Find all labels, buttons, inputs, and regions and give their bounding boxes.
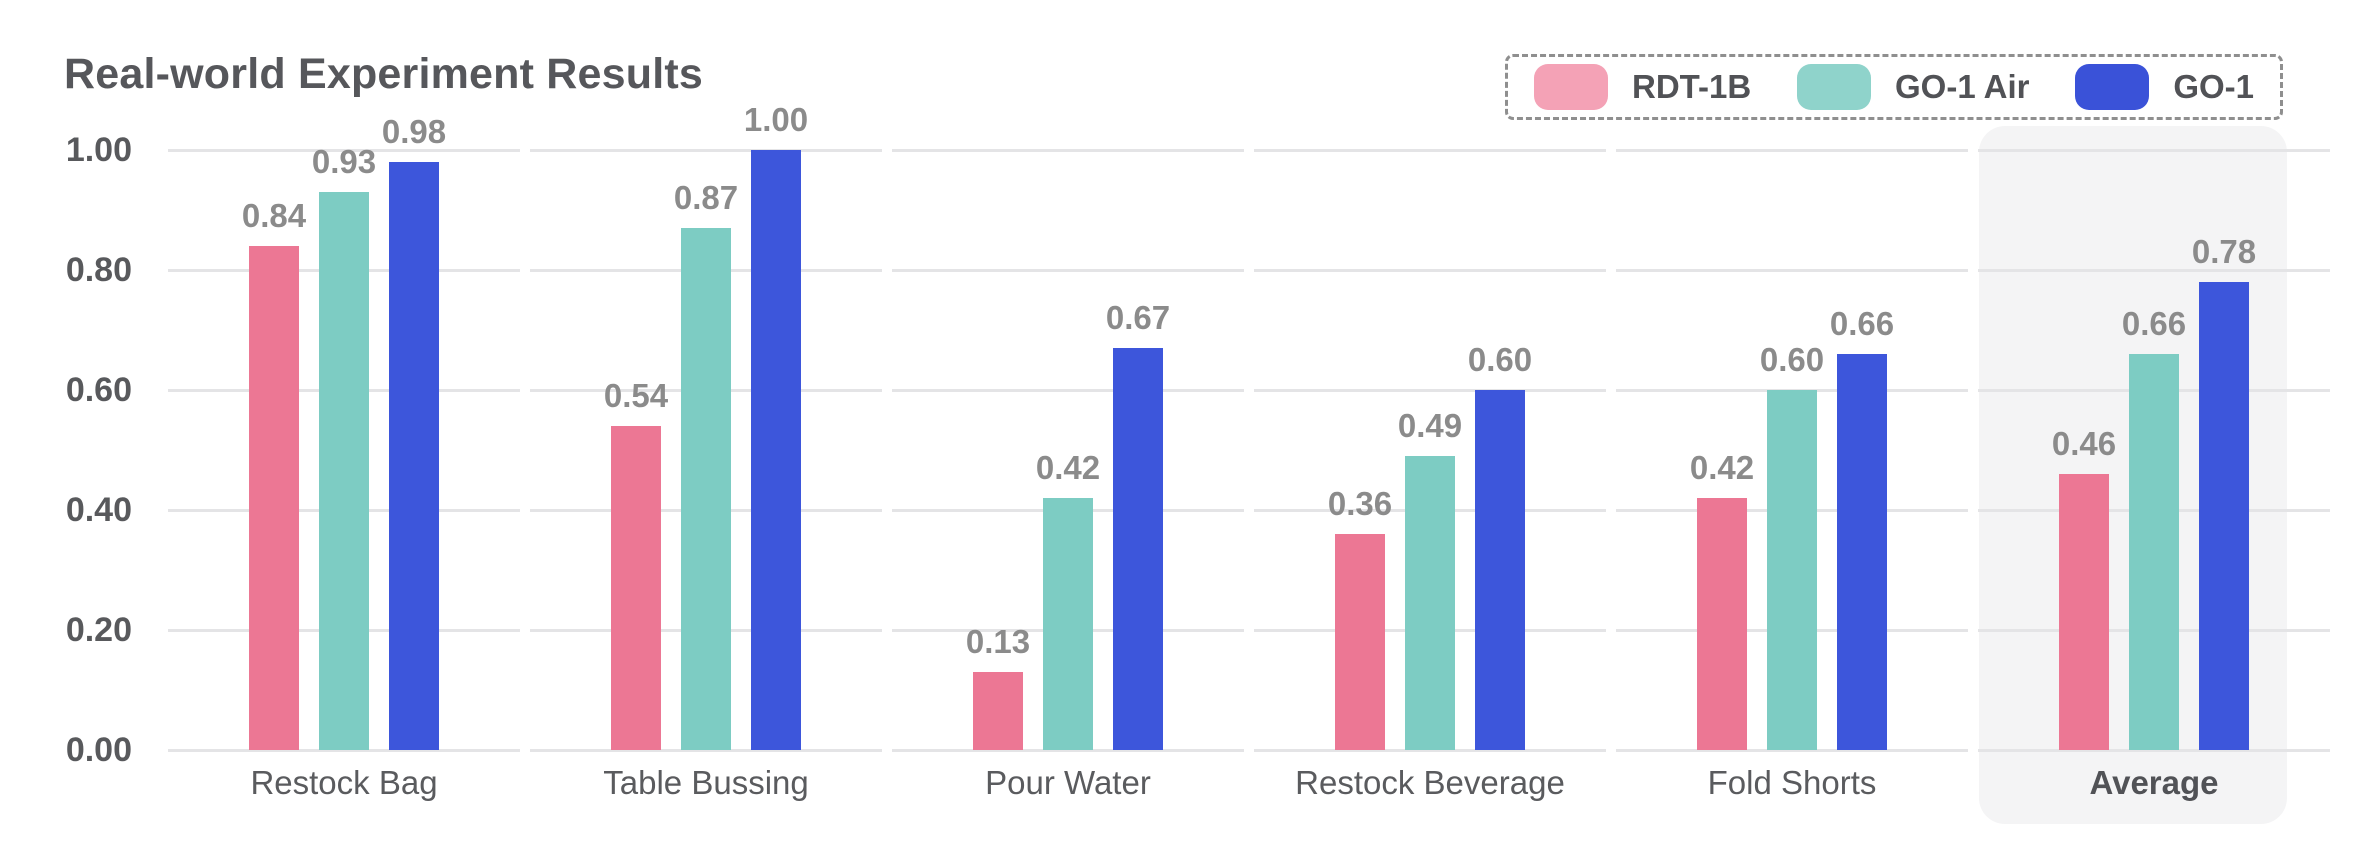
gridline: [1254, 149, 1606, 152]
bar-value-label: 0.67: [1105, 299, 1171, 336]
gridline: [1616, 749, 1968, 752]
gridline: [892, 749, 1244, 752]
legend-label: GO-1: [2173, 68, 2254, 105]
bar-rdt-1b: [2059, 474, 2109, 750]
bar-go-1-air: [1767, 390, 1817, 750]
bar-value-label: 0.42: [1035, 449, 1101, 486]
category-group-restock-beverage: 0.36 0.49 0.60 Restock Beverage: [1249, 0, 1611, 844]
bar-go-1: [1837, 354, 1887, 750]
bar-go-1: [751, 150, 801, 750]
bar-value-label: 0.36: [1327, 485, 1393, 522]
category-label: Restock Bag: [250, 764, 438, 801]
category-label: Restock Beverage: [1295, 764, 1565, 801]
y-axis-tick-label: 0.20: [65, 611, 132, 649]
bar-rdt-1b: [249, 246, 299, 750]
bar-value-label: 0.46: [2051, 425, 2117, 462]
legend: RDT-1B GO-1 Air GO-1: [1505, 54, 2283, 120]
bar-rdt-1b: [611, 426, 661, 750]
chart-title: Real-world Experiment Results: [64, 50, 704, 98]
gridline: [1254, 749, 1606, 752]
bar-rdt-1b: [1335, 534, 1385, 750]
bar-value-label: 0.98: [381, 113, 447, 150]
category-label: Pour Water: [985, 764, 1151, 801]
y-axis-tick-label: 1.00: [65, 131, 132, 169]
category-group-average: 0.46 0.66 0.78 Average: [1973, 0, 2335, 844]
bar-rdt-1b: [973, 672, 1023, 750]
gridline: [168, 749, 520, 752]
gridline: [1978, 149, 2330, 152]
gridline: [530, 749, 882, 752]
bar-go-1-air: [681, 228, 731, 750]
bar-value-label: 0.78: [2191, 233, 2257, 270]
bar-go-1-air: [319, 192, 369, 750]
bar-go-1-air: [1405, 456, 1455, 750]
category-label: Fold Shorts: [1707, 764, 1877, 801]
gridline: [892, 269, 1244, 272]
gridline: [1616, 269, 1968, 272]
legend-label: GO-1 Air: [1895, 68, 2030, 105]
y-axis-tick-label: 0.60: [65, 371, 132, 409]
category-label: Table Bussing: [603, 764, 809, 801]
gridline: [892, 389, 1244, 392]
legend-item-go-1: GO-1: [2075, 64, 2254, 110]
bar-value-label: 0.54: [603, 377, 669, 414]
bar-value-label: 0.42: [1689, 449, 1755, 486]
legend-item-rdt-1b: RDT-1B: [1534, 64, 1751, 110]
gridline: [1616, 149, 1968, 152]
category-group-fold-shorts: 0.42 0.60 0.66 Fold Shorts: [1611, 0, 1973, 844]
bar-value-label: 0.60: [1467, 341, 1533, 378]
bar-go-1-air: [2129, 354, 2179, 750]
category-group-pour-water: 0.13 0.42 0.67 Pour Water: [887, 0, 1249, 844]
gridline: [892, 149, 1244, 152]
bar-go-1: [1113, 348, 1163, 750]
gridline: [1254, 389, 1606, 392]
bar-rdt-1b: [1697, 498, 1747, 750]
bar-value-label: 0.66: [1829, 305, 1895, 342]
bar-value-label: 0.84: [241, 197, 307, 234]
bar-go-1: [1475, 390, 1525, 750]
y-axis-tick-label: 0.00: [65, 731, 132, 769]
category-group-restock-bag: 0.84 0.93 0.98 Restock Bag: [163, 0, 525, 844]
gridline: [168, 149, 520, 152]
gridline: [1978, 269, 2330, 272]
bar-go-1: [389, 162, 439, 750]
bar-value-label: 0.13: [965, 623, 1031, 660]
y-axis-tick-label: 0.80: [65, 251, 132, 289]
bar-value-label: 0.60: [1759, 341, 1825, 378]
legend-item-go-1-air: GO-1 Air: [1797, 64, 2029, 110]
y-axis-tick-label: 0.40: [65, 491, 132, 529]
gridline: [1254, 269, 1606, 272]
legend-swatch-icon: [1534, 64, 1608, 110]
category-label: Average: [2089, 764, 2219, 801]
category-group-table-bussing: 0.54 0.87 1.00 Table Bussing: [525, 0, 887, 844]
legend-swatch-icon: [2075, 64, 2150, 110]
bar-go-1: [2199, 282, 2249, 750]
bar-value-label: 1.00: [743, 101, 809, 138]
bar-value-label: 0.66: [2121, 305, 2187, 342]
bar-value-label: 0.93: [311, 143, 377, 180]
legend-swatch-icon: [1797, 64, 1872, 110]
bar-value-label: 0.87: [673, 179, 739, 216]
bar-value-label: 0.49: [1397, 407, 1463, 444]
bar-go-1-air: [1043, 498, 1093, 750]
legend-label: RDT-1B: [1632, 68, 1752, 105]
gridline: [530, 149, 882, 152]
gridline: [1978, 749, 2330, 752]
